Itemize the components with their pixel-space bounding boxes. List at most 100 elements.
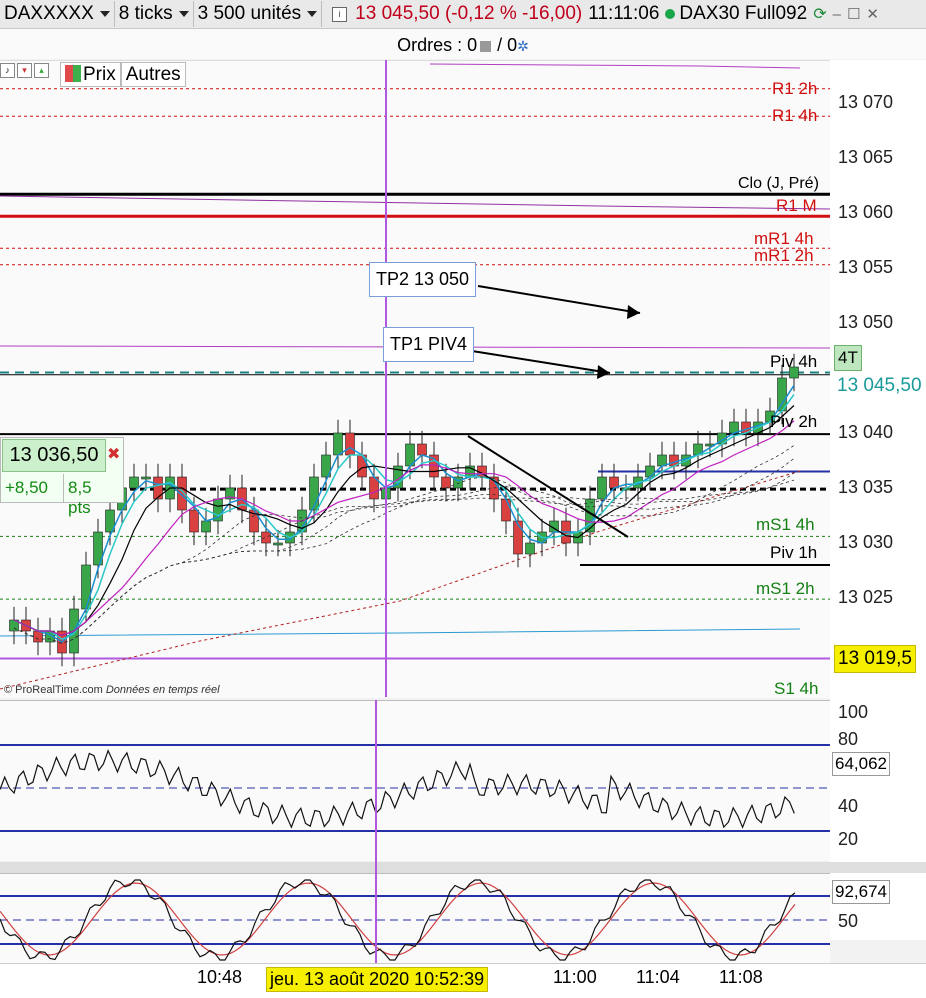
tp2-arrow — [477, 285, 641, 314]
candle-body — [597, 476, 607, 500]
instrument-dropdown[interactable]: DAXXXXX — [0, 1, 115, 27]
price-tick: 13 040 — [838, 422, 894, 442]
candle-body — [177, 476, 187, 511]
instrument-label: DAXXXXX — [4, 3, 94, 24]
ind1-tick: 80 — [838, 729, 859, 749]
sell-order-icon[interactable]: ▾ — [17, 63, 32, 78]
bell-icon[interactable]: ♪ — [0, 63, 15, 78]
tp1-arrow — [471, 350, 611, 374]
timeframe-label: 8 ticks — [118, 3, 173, 24]
level-piv-4h: Piv 4h — [770, 352, 818, 371]
chevron-down-icon — [99, 11, 110, 17]
ind1-value-tag: 64,062 — [832, 752, 890, 776]
time-tick: 11:08 — [719, 967, 763, 987]
tab-prix-label: Prix — [83, 64, 116, 85]
orders-icon[interactable] — [480, 40, 492, 52]
ma-black — [13, 405, 795, 637]
candle-body — [453, 476, 463, 489]
price-chart[interactable] — [0, 60, 831, 698]
crosshair-line — [385, 60, 387, 697]
chart-tools: ♪ ▾ ▴ — [0, 63, 49, 78]
candle-body — [273, 542, 283, 546]
position-box[interactable]: 13 036,50 ✖ +8,50 8,5 pts — [0, 437, 124, 517]
refresh-icon[interactable]: ⟳ — [813, 6, 827, 23]
price-chart-canvas — [0, 63, 831, 690]
indicator-panel-1[interactable] — [0, 700, 830, 861]
tp1-annotation[interactable]: TP1 PIV4 — [383, 327, 475, 362]
ind2-main-line — [0, 879, 796, 961]
ind1-tick: 40 — [838, 796, 859, 816]
time-tick: 11:00 — [553, 967, 597, 987]
violet-line-upper — [0, 195, 831, 210]
candle-body — [225, 487, 235, 500]
units-dropdown[interactable]: 3 500 unités — [194, 1, 323, 27]
crosshair-date-tag: jeu. 13 août 2020 10:52:39 — [266, 967, 489, 992]
price-tick: 13 070 — [838, 92, 894, 112]
price-tick: 13 025 — [838, 587, 894, 607]
copyright: © ProRealTime.com Données en temps réel — [4, 684, 220, 696]
level-piv-1h: Piv 1h — [770, 543, 818, 562]
panel-separator[interactable] — [0, 862, 926, 873]
price-axis[interactable] — [830, 60, 926, 940]
candle-body — [141, 476, 151, 480]
copyright-note: Données en temps réel — [105, 684, 220, 696]
time-tick: 10:48 — [197, 967, 243, 987]
tab-autres-label: Autres — [125, 64, 181, 85]
candle-body — [513, 520, 523, 555]
candle-body — [441, 476, 451, 489]
upper-band — [429, 63, 801, 69]
copyright-brand: © ProRealTime.com — [4, 684, 103, 696]
ma-cyan — [13, 394, 795, 641]
level-mr1-2h: mR1 2h — [754, 246, 814, 265]
trend-line — [467, 435, 629, 538]
candle-body — [417, 443, 427, 456]
level-ms1-2h: mS1 2h — [756, 579, 815, 598]
maximize-icon[interactable]: ☐ — [846, 6, 861, 23]
info-icon[interactable]: i — [332, 6, 348, 22]
candle-body — [129, 476, 139, 489]
tp2-arrowhead — [627, 305, 640, 319]
time-tick: 11:04 — [636, 967, 680, 987]
level-r1-4h: R1 4h — [772, 106, 818, 125]
indicator-2-canvas — [0, 879, 830, 961]
minimize-icon[interactable]: – — [832, 5, 841, 23]
buy-order-icon[interactable]: ▴ — [34, 63, 49, 78]
level-r1-m: R1 M — [776, 196, 817, 215]
level-r1-2h: R1 2h — [772, 79, 818, 98]
quote-text: 13 045,50 (-0,12 % -16,00) — [355, 3, 583, 24]
candle-body — [525, 542, 535, 555]
ma-dashed — [13, 472, 795, 644]
red-trend-line — [0, 470, 801, 690]
candle-body — [201, 520, 211, 533]
blue-line-low — [0, 628, 801, 637]
indicator-1-canvas — [0, 744, 830, 832]
candle-body — [105, 509, 115, 533]
timeframe-dropdown[interactable]: 8 ticks — [115, 1, 194, 27]
clock-text: 11:11:06 — [588, 3, 660, 24]
tab-prix[interactable]: Prix — [60, 62, 121, 87]
level-mr1-4h: mR1 4h — [754, 229, 814, 248]
ma-dashed — [13, 479, 795, 644]
candle-body — [81, 564, 91, 610]
tp2-annotation[interactable]: TP2 13 050 — [369, 262, 477, 297]
close-position-icon[interactable]: ✖ — [107, 446, 121, 463]
chevron-down-icon — [178, 11, 189, 17]
level-s1-4h: S1 4h — [774, 679, 819, 698]
ma-fast-blue — [13, 384, 795, 643]
tab-autres[interactable]: Autres — [120, 62, 186, 87]
close-icon[interactable]: ✕ — [866, 6, 879, 23]
candle-body — [261, 531, 271, 544]
tick-tag: 4T — [834, 345, 862, 371]
position-pl: +8,50 — [5, 478, 49, 497]
candle-body — [333, 432, 343, 456]
candle-body — [189, 509, 199, 533]
indicator-panel-2[interactable] — [0, 873, 830, 964]
crosshair-line-indicators — [375, 700, 377, 963]
chart-tabs: Prix Autres — [60, 62, 186, 87]
candle-body — [501, 498, 511, 522]
orders-bar: Ordres : 0 / 0✲ — [0, 29, 926, 59]
chevron-down-icon — [307, 11, 318, 17]
position-price[interactable]: 13 036,50 — [2, 439, 106, 472]
candle-body — [345, 432, 355, 456]
gear-icon[interactable]: ✲ — [517, 38, 529, 54]
